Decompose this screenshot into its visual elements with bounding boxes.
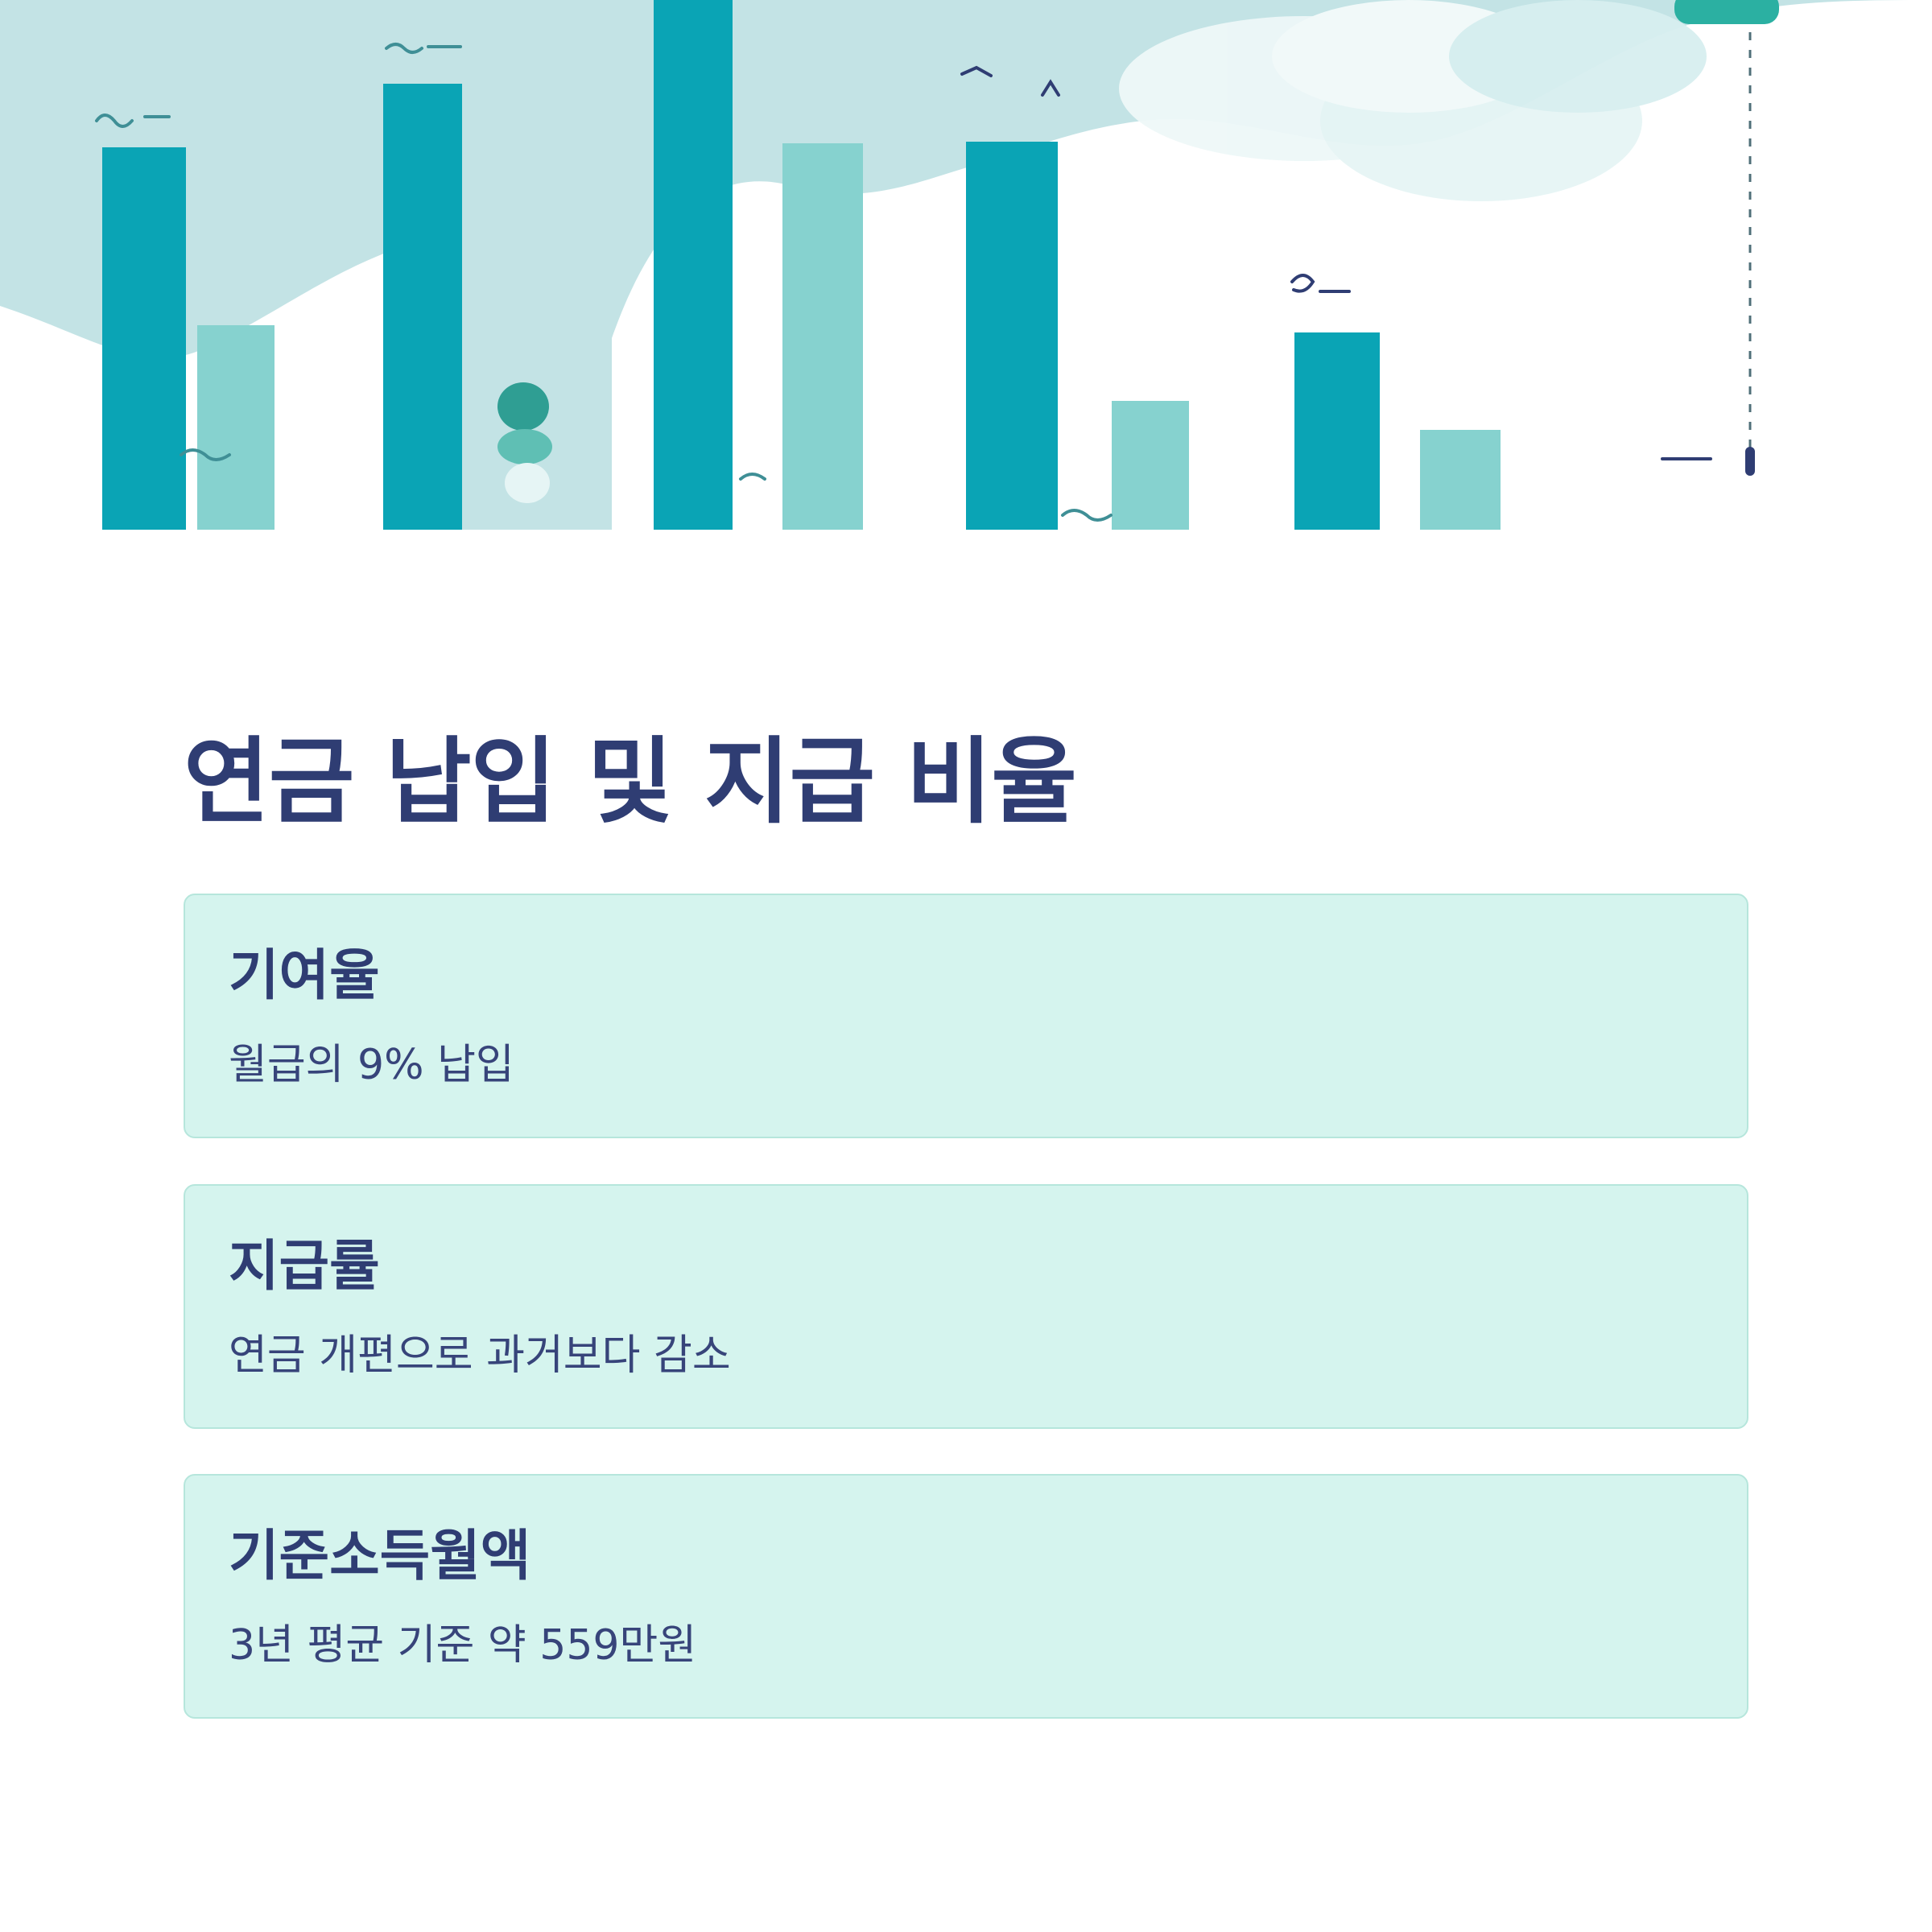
cloud-icon bbox=[1119, 0, 1707, 201]
badge-icon bbox=[1674, 0, 1779, 24]
bar bbox=[102, 147, 186, 530]
bar bbox=[966, 142, 1058, 530]
card-title: 기여율 bbox=[229, 944, 380, 1008]
card-description: 3년 평균 기준 약 559만원 bbox=[229, 1621, 697, 1670]
bar bbox=[1420, 430, 1501, 530]
info-card-contribution-rate: 기여율 월급의 9% 납입 bbox=[184, 894, 1748, 1138]
indicator-marker bbox=[1745, 447, 1755, 476]
bar bbox=[383, 84, 462, 530]
bar bbox=[197, 325, 275, 530]
mascot-icon bbox=[497, 382, 552, 503]
scribble-decoration bbox=[95, 43, 1113, 522]
bar bbox=[654, 0, 733, 530]
chart-bars bbox=[102, 0, 1501, 530]
info-card-payment-rate: 지급률 연금 개편으로 과거보다 감소 bbox=[184, 1184, 1748, 1429]
bar bbox=[782, 143, 863, 530]
bar bbox=[1294, 332, 1380, 530]
scribble-decoration bbox=[960, 65, 1712, 460]
card-description: 월급의 9% 납입 bbox=[229, 1041, 514, 1089]
info-card-standard-income: 기준소득월액 3년 평균 기준 약 559만원 bbox=[184, 1474, 1748, 1719]
page-title: 연금 납입 및 지급 비율 bbox=[184, 728, 1077, 836]
card-title: 기준소득월액 bbox=[229, 1525, 531, 1588]
card-description: 연금 개편으로 과거보다 감소 bbox=[229, 1331, 731, 1380]
hero-illustration bbox=[0, 0, 1932, 530]
bar bbox=[1112, 401, 1189, 530]
bar-chart-illustration bbox=[0, 0, 1932, 530]
card-title: 지급률 bbox=[229, 1235, 380, 1298]
